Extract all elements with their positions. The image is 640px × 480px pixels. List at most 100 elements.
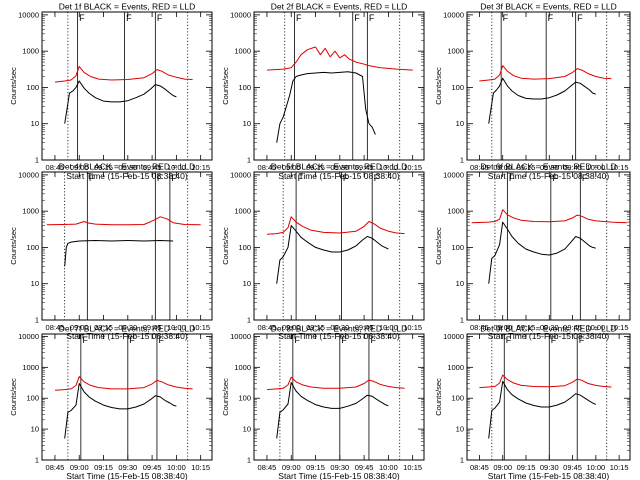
x-tick-label: 08:45 — [258, 463, 277, 472]
y-tick-label: 100 — [451, 394, 464, 403]
x-tick-label: 09:30 — [330, 163, 349, 172]
plot-frame — [41, 171, 213, 321]
y-tick-label: 10 — [31, 119, 39, 128]
y-tick-label: 1 — [35, 316, 39, 325]
y-axis-label: Counts/sec — [9, 67, 18, 105]
plot-frame — [253, 333, 425, 461]
x-axis-label: Start Time (15-Feb-15 08:38:40) — [278, 331, 400, 341]
y-tick-label: 1 — [35, 156, 39, 165]
x-tick-label: 08:45 — [470, 163, 489, 172]
y-tick-label: 1000 — [22, 363, 39, 372]
panel-title: Det 8f BLACK = Events, RED = LLD — [271, 324, 408, 334]
x-axis-label: Start Time (15-Feb-15 08:38:40) — [488, 471, 610, 480]
x-tick-label: 09:45 — [355, 463, 374, 472]
plot-frame — [466, 333, 631, 461]
flare-marker: F — [354, 13, 360, 23]
x-tick-label: 08:45 — [46, 163, 65, 172]
y-tick-label: 100 — [238, 394, 251, 403]
x-tick-label: 09:15 — [94, 463, 113, 472]
y-tick-label: 1 — [460, 456, 464, 465]
flare-marker: F — [171, 173, 177, 183]
y-tick-label: 1000 — [234, 47, 251, 56]
events-series-line — [64, 383, 177, 439]
y-tick-label: 10 — [456, 279, 464, 288]
x-tick-label: 09:00 — [493, 163, 512, 172]
x-tick-label: 10:15 — [403, 323, 422, 332]
panel-title: Det 5f BLACK = Events, RED = LLD — [271, 162, 408, 172]
y-axis-label: Counts/sec — [434, 227, 443, 265]
x-tick-label: 09:45 — [143, 323, 162, 332]
plot-frame — [41, 11, 213, 161]
lld-series-line — [471, 209, 627, 224]
x-tick-label: 09:00 — [70, 163, 89, 172]
y-tick-label: 1000 — [234, 207, 251, 216]
y-axis-label: Counts/sec — [434, 378, 443, 416]
y-tick-label: 100 — [451, 83, 464, 92]
plot-frame — [466, 11, 631, 161]
y-tick-label: 10000 — [443, 170, 464, 179]
panel-title: Det 3f BLACK = Events, RED = LLD — [480, 2, 617, 12]
x-tick-label: 09:45 — [563, 323, 582, 332]
events-series-line — [276, 225, 389, 284]
x-tick-label: 10:15 — [403, 463, 422, 472]
x-tick-label: 09:45 — [355, 323, 374, 332]
x-tick-label: 10:15 — [191, 463, 210, 472]
x-tick-label: 10:00 — [379, 323, 398, 332]
x-tick-label: 09:15 — [306, 463, 325, 472]
lld-series-line — [479, 374, 612, 389]
x-tick-label: 09:00 — [282, 163, 301, 172]
plot-frame — [253, 171, 425, 321]
y-tick-label: 1 — [35, 456, 39, 465]
y-tick-label: 1 — [460, 156, 464, 165]
plot-frame — [41, 333, 213, 461]
x-axis-label: Start Time (15-Feb-15 08:38:40) — [488, 171, 610, 181]
y-axis-label: Counts/sec — [221, 67, 230, 105]
y-tick-label: 100 — [26, 394, 39, 403]
y-tick-label: 10000 — [18, 10, 39, 19]
flare-marker: F — [89, 173, 95, 183]
flare-marker: F — [157, 13, 163, 23]
flare-marker: F — [294, 335, 300, 345]
x-tick-label: 09:45 — [143, 463, 162, 472]
x-axis-label: Start Time (15-Feb-15 08:38:40) — [66, 471, 188, 480]
x-tick-label: 08:45 — [46, 323, 65, 332]
x-tick-label: 09:45 — [563, 463, 582, 472]
x-tick-label: 09:00 — [282, 463, 301, 472]
y-tick-label: 1000 — [234, 363, 251, 372]
y-axis-label: Counts/sec — [221, 227, 230, 265]
lld-series-line — [54, 65, 193, 83]
x-tick-label: 10:00 — [586, 163, 605, 172]
y-tick-label: 100 — [451, 243, 464, 252]
y-tick-label: 100 — [238, 83, 251, 92]
flare-marker: F — [296, 13, 302, 23]
x-tick-label: 10:15 — [191, 163, 210, 172]
y-tick-label: 1 — [247, 456, 251, 465]
x-tick-label: 08:45 — [258, 163, 277, 172]
flare-marker: F — [129, 335, 135, 345]
x-axis-label: Start Time (15-Feb-15 08:38:40) — [278, 471, 400, 480]
x-tick-label: 08:45 — [470, 463, 489, 472]
x-tick-label: 09:15 — [306, 323, 325, 332]
x-tick-label: 08:45 — [470, 323, 489, 332]
y-tick-label: 1000 — [22, 47, 39, 56]
flare-marker: F — [157, 173, 163, 183]
y-tick-label: 10000 — [230, 170, 251, 179]
flare-marker: F — [343, 173, 349, 183]
x-tick-label: 10:00 — [167, 323, 186, 332]
flare-marker: F — [552, 173, 558, 183]
x-tick-label: 09:00 — [493, 463, 512, 472]
panel-title: Det 1f BLACK = Events, RED = LLD — [59, 2, 196, 12]
flare-marker: F — [551, 335, 557, 345]
y-tick-label: 10000 — [230, 332, 251, 341]
lld-series-line — [46, 216, 201, 226]
x-tick-label: 10:00 — [167, 463, 186, 472]
y-tick-label: 10000 — [443, 332, 464, 341]
x-tick-label: 10:15 — [403, 163, 422, 172]
y-tick-label: 1 — [460, 316, 464, 325]
events-series-line — [488, 380, 597, 439]
flare-marker: F — [79, 13, 85, 23]
